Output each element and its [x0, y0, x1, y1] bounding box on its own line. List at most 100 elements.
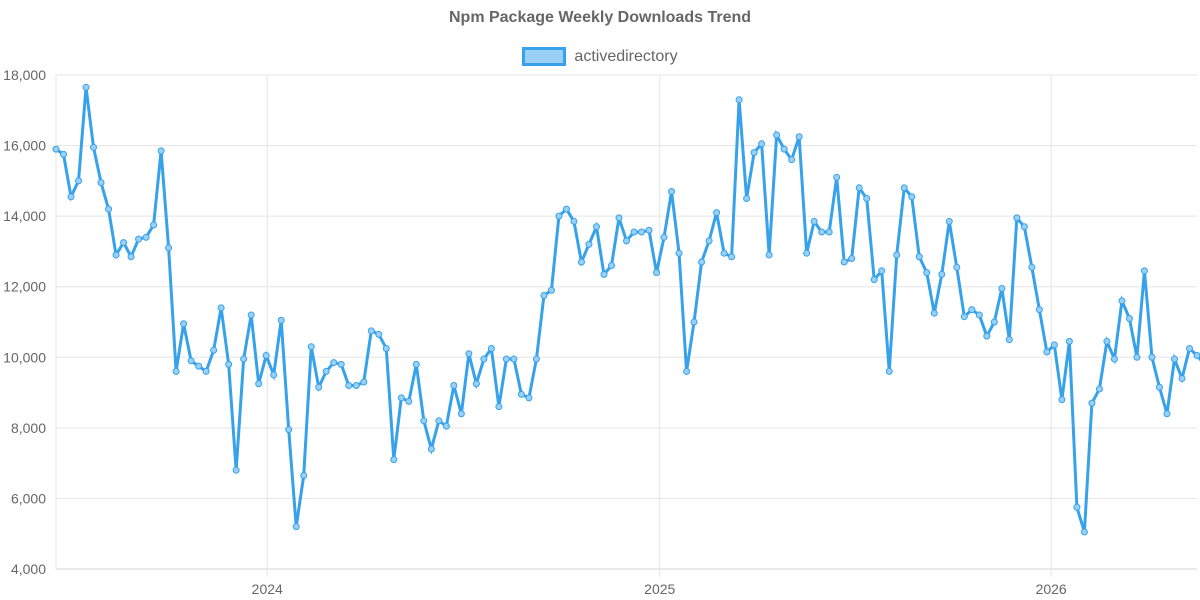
data-point[interactable]: [1193, 352, 1200, 360]
data-point[interactable]: [945, 217, 953, 225]
data-point[interactable]: [232, 466, 240, 474]
data-point[interactable]: [195, 362, 203, 370]
data-point[interactable]: [1050, 341, 1058, 349]
data-point[interactable]: [562, 205, 570, 213]
data-point[interactable]: [75, 177, 83, 185]
data-point[interactable]: [615, 214, 623, 222]
data-point[interactable]: [517, 390, 525, 398]
data-point[interactable]: [675, 249, 683, 257]
data-point[interactable]: [720, 249, 728, 257]
data-point[interactable]: [150, 221, 158, 229]
data-point[interactable]: [750, 149, 758, 157]
data-point[interactable]: [765, 251, 773, 259]
data-point[interactable]: [270, 371, 278, 379]
data-point[interactable]: [758, 140, 766, 148]
data-point[interactable]: [1065, 337, 1073, 345]
data-point[interactable]: [240, 355, 248, 363]
data-point[interactable]: [683, 367, 691, 375]
data-point[interactable]: [390, 456, 398, 464]
data-point[interactable]: [382, 344, 390, 352]
data-point[interactable]: [1148, 353, 1156, 361]
data-point[interactable]: [773, 131, 781, 139]
data-point[interactable]: [135, 235, 143, 243]
data-point[interactable]: [52, 145, 60, 153]
data-point[interactable]: [1043, 348, 1051, 356]
data-point[interactable]: [427, 445, 435, 453]
data-point[interactable]: [217, 304, 225, 312]
data-point[interactable]: [345, 382, 353, 390]
data-point[interactable]: [97, 179, 105, 187]
data-point[interactable]: [848, 254, 856, 262]
data-point[interactable]: [330, 359, 338, 367]
data-point[interactable]: [157, 147, 165, 155]
data-point[interactable]: [1080, 528, 1088, 536]
data-point[interactable]: [315, 383, 323, 391]
data-point[interactable]: [600, 270, 608, 278]
data-point[interactable]: [855, 184, 863, 192]
data-point[interactable]: [510, 355, 518, 363]
data-point[interactable]: [300, 471, 308, 479]
data-point[interactable]: [67, 193, 75, 201]
data-point[interactable]: [420, 417, 428, 425]
data-point[interactable]: [1095, 385, 1103, 393]
data-point[interactable]: [1155, 383, 1163, 391]
data-point[interactable]: [690, 318, 698, 326]
data-point[interactable]: [367, 327, 375, 335]
data-point[interactable]: [698, 258, 706, 266]
data-point[interactable]: [82, 83, 90, 91]
data-point[interactable]: [187, 357, 195, 365]
data-point[interactable]: [908, 193, 916, 201]
data-point[interactable]: [472, 380, 480, 388]
data-point[interactable]: [1103, 337, 1111, 345]
data-point[interactable]: [1088, 399, 1096, 407]
data-point[interactable]: [262, 352, 270, 360]
data-point[interactable]: [743, 195, 751, 202]
data-point[interactable]: [668, 187, 676, 195]
data-point[interactable]: [795, 133, 803, 141]
data-point[interactable]: [577, 258, 585, 266]
data-point[interactable]: [487, 344, 495, 352]
data-point[interactable]: [525, 394, 533, 402]
data-point[interactable]: [397, 394, 405, 402]
data-point[interactable]: [120, 239, 128, 247]
data-point[interactable]: [442, 422, 450, 430]
data-point[interactable]: [555, 212, 563, 220]
data-point[interactable]: [645, 226, 653, 234]
data-point[interactable]: [570, 217, 578, 225]
data-point[interactable]: [990, 318, 998, 326]
data-point[interactable]: [1125, 314, 1133, 322]
data-point[interactable]: [1073, 503, 1081, 511]
data-point[interactable]: [540, 292, 548, 300]
data-point[interactable]: [870, 276, 878, 284]
data-point[interactable]: [532, 355, 540, 363]
data-point[interactable]: [450, 382, 458, 390]
data-point[interactable]: [322, 367, 330, 375]
data-point[interactable]: [435, 417, 443, 425]
data-point[interactable]: [172, 367, 180, 375]
data-point[interactable]: [1020, 223, 1028, 231]
data-point[interactable]: [818, 228, 826, 236]
data-point[interactable]: [607, 262, 615, 270]
data-point[interactable]: [735, 96, 743, 104]
data-point[interactable]: [960, 313, 968, 321]
data-point[interactable]: [1028, 263, 1036, 271]
data-point[interactable]: [405, 397, 413, 405]
data-point[interactable]: [975, 311, 983, 319]
data-point[interactable]: [1163, 410, 1171, 418]
data-point[interactable]: [292, 523, 300, 531]
data-point[interactable]: [202, 367, 210, 375]
data-point[interactable]: [127, 253, 135, 261]
data-point[interactable]: [833, 173, 841, 181]
data-point[interactable]: [998, 284, 1006, 292]
data-point[interactable]: [788, 156, 796, 164]
data-point[interactable]: [360, 378, 368, 386]
data-point[interactable]: [112, 251, 120, 259]
data-point[interactable]: [247, 311, 255, 319]
data-point[interactable]: [180, 320, 188, 328]
data-point[interactable]: [165, 244, 173, 252]
data-point[interactable]: [705, 237, 713, 245]
data-point[interactable]: [1133, 353, 1141, 361]
data-point[interactable]: [825, 228, 833, 236]
data-point[interactable]: [547, 286, 555, 294]
data-point[interactable]: [780, 145, 788, 153]
